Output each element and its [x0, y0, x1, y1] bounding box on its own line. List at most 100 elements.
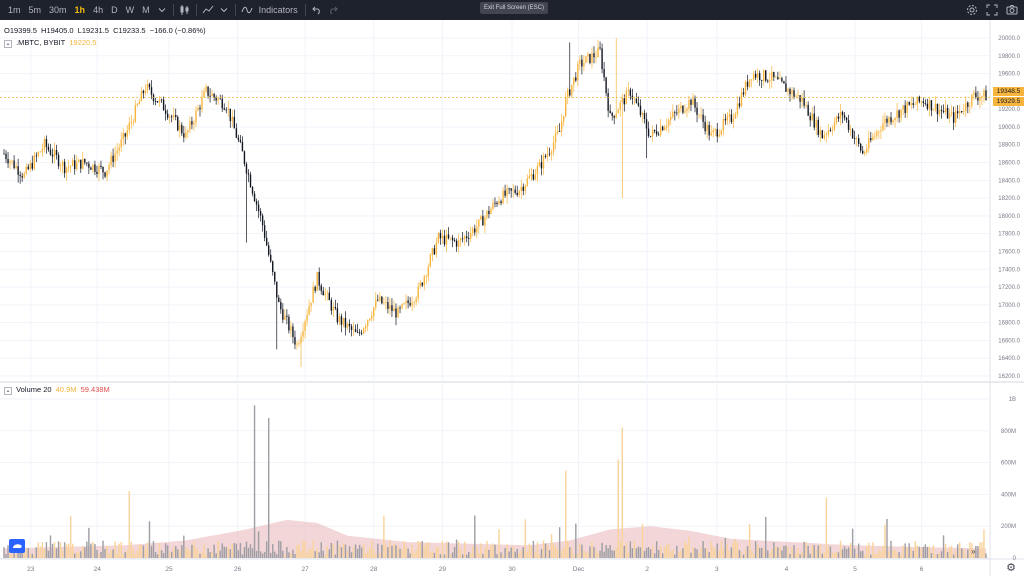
volume-bar	[122, 553, 124, 558]
compare-icon[interactable]	[200, 2, 216, 18]
candle-body	[635, 98, 638, 103]
volume-bar	[364, 553, 367, 558]
volume-bar	[395, 545, 397, 558]
candle-body	[944, 107, 947, 113]
candle-body	[385, 302, 387, 303]
volume-bar	[449, 554, 452, 558]
interval-D[interactable]: D	[111, 5, 118, 15]
interval-30m[interactable]: 30m	[49, 5, 67, 15]
volume-bar	[459, 549, 462, 558]
price-chart[interactable]: 20000.019800.019600.019400.019200.019000…	[0, 20, 1024, 576]
volume-bar	[601, 542, 603, 558]
interval-1m[interactable]: 1m	[8, 5, 21, 15]
candle-body	[914, 104, 916, 106]
volume-bar	[387, 547, 389, 558]
settings-icon[interactable]	[964, 2, 980, 18]
candle-body	[874, 135, 876, 137]
exit-fullscreen-button[interactable]: Exit Full Screen (ESC)	[480, 2, 549, 14]
volume-bar	[967, 549, 969, 558]
volume-bar	[623, 545, 626, 558]
volume-bar	[758, 547, 761, 558]
camera-icon[interactable]	[1004, 2, 1020, 18]
volume-bar	[326, 546, 328, 558]
interval-W[interactable]: W	[125, 5, 135, 15]
tradingview-logo[interactable]	[9, 539, 25, 553]
candle-body	[552, 142, 555, 152]
interval-4h[interactable]: 4h	[93, 5, 104, 15]
collapse-legend-icon[interactable]: ⌄	[4, 40, 12, 48]
volume-bar	[59, 542, 62, 558]
volume-bar	[692, 547, 694, 558]
candle-body	[187, 130, 189, 133]
indicators-icon[interactable]	[239, 2, 255, 18]
volume-bar	[41, 542, 44, 558]
volume-bar	[571, 548, 573, 558]
candle-body	[154, 100, 157, 102]
volume-bar	[546, 544, 549, 558]
candle-body	[393, 308, 395, 312]
volume-bar	[862, 550, 864, 558]
volume-bar	[90, 543, 92, 558]
candle-body	[601, 48, 603, 70]
undo-icon[interactable]	[309, 2, 325, 18]
volume-bar	[445, 541, 448, 558]
volume-bar	[71, 543, 74, 558]
candle-body	[942, 110, 945, 113]
candle-body	[207, 86, 209, 96]
volume-bar	[550, 533, 553, 558]
candles-icon[interactable]	[177, 2, 193, 18]
candle-body	[647, 128, 650, 136]
volume-bar	[383, 515, 385, 558]
volume-bar	[132, 548, 135, 558]
candle-body	[377, 299, 379, 301]
volume-bar	[734, 538, 737, 558]
candle-body	[263, 225, 266, 238]
interval-1h[interactable]: 1h	[74, 5, 86, 15]
candle-body	[623, 98, 626, 105]
volume-bar	[168, 551, 171, 558]
candle-body	[150, 87, 153, 95]
volume-bar	[257, 531, 260, 558]
candle-body	[785, 83, 787, 92]
volume-bar	[29, 553, 31, 558]
candle-body	[712, 130, 714, 133]
candle-body	[437, 232, 440, 243]
chevron-down-icon[interactable]	[216, 2, 232, 18]
volume-bar	[455, 539, 458, 558]
volume-bar	[817, 545, 819, 558]
candle-body	[643, 112, 646, 120]
candle-body	[922, 101, 925, 104]
redo-icon[interactable]	[325, 2, 341, 18]
candle-body	[924, 103, 927, 104]
interval-5m[interactable]: 5m	[28, 5, 42, 15]
candle-body	[880, 130, 882, 132]
candle-body	[548, 153, 551, 155]
volume-bar	[635, 548, 638, 558]
candle-body	[470, 233, 472, 239]
fullscreen-icon[interactable]	[984, 2, 1000, 18]
volume-bar	[954, 550, 957, 558]
candle-body	[892, 120, 894, 123]
candle-body	[45, 139, 48, 148]
candle-body	[952, 112, 955, 123]
volume-bar	[562, 547, 565, 558]
indicators-button[interactable]: Indicators	[258, 5, 298, 15]
candle-body	[427, 266, 430, 277]
candle-body	[845, 117, 848, 121]
scroll-to-end-icon[interactable]: »	[971, 547, 976, 556]
candle-body	[421, 282, 423, 286]
ohlc-legend: O19399.5 H19405.0 L19231.5 C19233.5 −166…	[4, 26, 208, 35]
current-price-label: 19348.5	[993, 87, 1024, 96]
candle-body	[682, 105, 684, 113]
candle-body	[439, 232, 442, 239]
collapse-volume-icon[interactable]: ⌄	[4, 387, 12, 395]
chart-settings-icon[interactable]: ⚙	[1006, 562, 1016, 574]
candle-body	[859, 143, 862, 151]
interval-M[interactable]: M	[142, 5, 150, 15]
price-axis-label: 18400.0	[998, 178, 1020, 184]
chevron-down-icon[interactable]	[154, 2, 170, 18]
candle-body	[288, 316, 290, 331]
volume-bar	[211, 551, 213, 558]
candle-body	[29, 163, 31, 170]
volume-bar	[27, 547, 29, 558]
